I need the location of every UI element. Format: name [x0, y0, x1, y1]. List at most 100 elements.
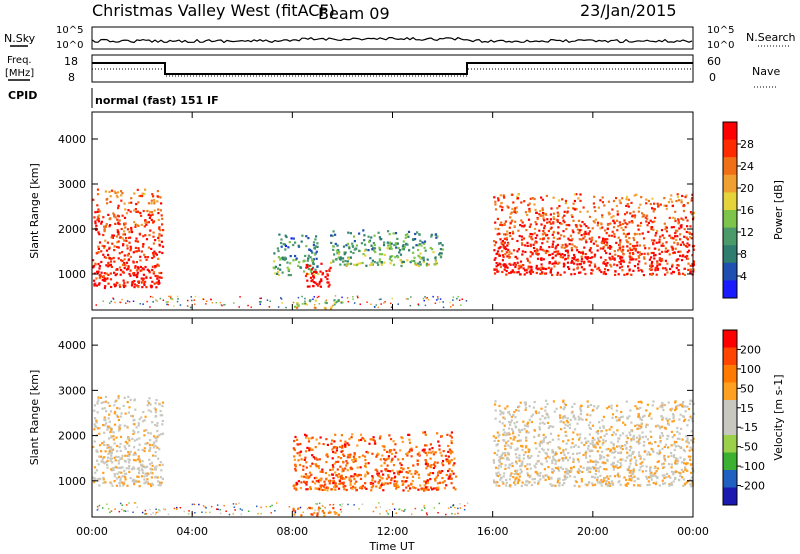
velocity-cell	[116, 472, 119, 475]
velocity-cell	[390, 479, 393, 482]
power-cell	[633, 216, 636, 219]
velocity-cell	[508, 413, 511, 416]
velocity-cell	[499, 413, 502, 416]
power-cell	[692, 211, 695, 215]
velocity-cell	[608, 405, 611, 408]
power-cell	[289, 262, 292, 265]
power-cell	[94, 220, 97, 223]
power-cell	[644, 262, 647, 265]
power-cell	[402, 260, 405, 264]
power-cell	[664, 259, 667, 262]
velocity-cell	[539, 472, 542, 475]
velocity-cell	[584, 483, 587, 486]
velocity-cell	[378, 475, 381, 478]
power-cell	[550, 267, 553, 270]
velocity-cell	[119, 415, 122, 418]
power-cell	[686, 202, 689, 205]
power-cell	[613, 258, 616, 261]
velocity-cell	[336, 468, 339, 471]
power-cell	[626, 249, 630, 252]
velocity-cell	[591, 439, 594, 442]
power-cell	[401, 248, 404, 251]
power-cell	[123, 285, 126, 289]
power-cell	[168, 295, 170, 298]
velocity-cell	[150, 476, 153, 479]
velocity-cell	[628, 465, 631, 468]
power-cell	[643, 244, 646, 247]
velocity-cell	[542, 438, 545, 441]
velocity-cell	[543, 468, 546, 471]
power-cell	[458, 299, 461, 301]
velocity-cell	[626, 437, 629, 440]
power-cell	[535, 241, 538, 244]
velocity-cell	[596, 450, 599, 453]
velocity-cell	[509, 484, 512, 487]
power-cell	[629, 258, 632, 261]
velocity-cell	[364, 482, 367, 485]
power-cell	[652, 228, 655, 231]
power-cell	[92, 266, 95, 269]
power-cell	[508, 250, 511, 253]
velocity-cell	[557, 434, 560, 437]
velocity-cell	[516, 448, 519, 451]
power-cell	[687, 262, 690, 265]
power-cell	[378, 246, 381, 249]
velocity-cell	[447, 469, 450, 473]
power-cell	[559, 256, 562, 259]
power-cell	[656, 260, 659, 263]
power-cell	[137, 249, 141, 252]
velocity-cell	[501, 452, 505, 455]
power-cell	[138, 280, 141, 283]
velocity-cell	[660, 432, 663, 435]
velocity-cell	[436, 461, 439, 464]
power-cell	[298, 303, 300, 306]
velocity-cell	[628, 475, 631, 478]
velocity-cell	[294, 487, 298, 490]
power-cell	[394, 256, 397, 259]
power-cell	[650, 262, 653, 265]
power-cell	[103, 256, 106, 259]
velocity-cell	[661, 401, 664, 405]
power-cell	[332, 259, 335, 262]
velocity-colorbar-tick-label: 100	[740, 363, 761, 376]
velocity-cell	[667, 455, 670, 458]
power-cell	[626, 203, 629, 206]
velocity-cell	[620, 410, 623, 414]
power-cell	[418, 233, 421, 236]
velocity-cell	[544, 405, 547, 409]
power-cell	[127, 266, 130, 269]
power-cell	[501, 224, 504, 227]
velocity-cell	[582, 453, 585, 457]
velocity-cell	[450, 506, 452, 508]
power-cell	[347, 257, 351, 260]
power-cell	[303, 270, 306, 273]
velocity-cell	[391, 452, 394, 455]
velocity-cell	[665, 476, 668, 479]
velocity-cell	[439, 481, 442, 484]
velocity-cell	[525, 484, 528, 487]
velocity-cell	[331, 468, 334, 471]
velocity-cell	[187, 513, 190, 515]
velocity-cell	[566, 469, 569, 472]
velocity-cell	[525, 439, 528, 442]
power-cell	[139, 211, 142, 215]
velocity-cell	[539, 422, 542, 425]
power-cell	[613, 232, 616, 236]
power-cell	[584, 239, 588, 242]
power-cell	[162, 299, 165, 301]
power-cell	[397, 303, 399, 305]
power-cell	[595, 244, 599, 247]
power-cell	[573, 262, 576, 265]
power-cell	[306, 259, 309, 262]
velocity-cell	[573, 475, 576, 479]
power-cell	[551, 252, 554, 255]
power-cell	[113, 215, 116, 218]
velocity-cell	[540, 442, 543, 445]
power-cell	[630, 256, 633, 259]
power-colorbar-segment	[723, 139, 737, 158]
power-cell	[552, 216, 555, 219]
power-cell	[373, 247, 377, 250]
velocity-cell	[353, 473, 356, 476]
velocity-cell	[503, 424, 506, 427]
power-cell	[129, 247, 133, 250]
